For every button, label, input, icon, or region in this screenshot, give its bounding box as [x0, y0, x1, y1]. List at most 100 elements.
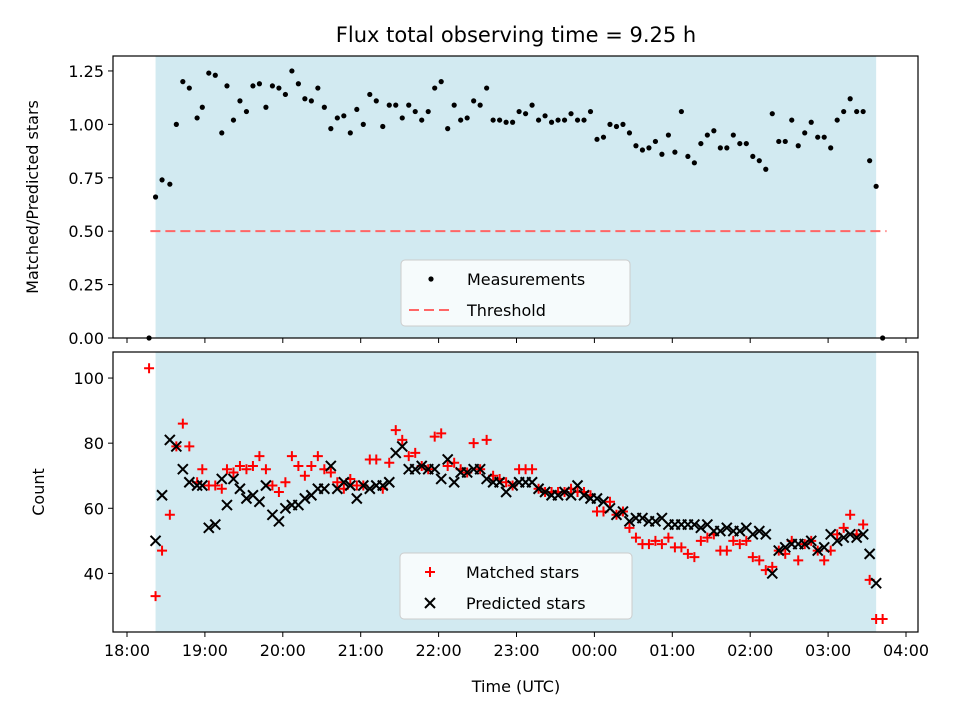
- measurement-point: [167, 181, 173, 187]
- measurement-point: [497, 117, 503, 123]
- measurement-point: [321, 104, 327, 110]
- measurement-point: [180, 79, 186, 85]
- matched-star-point: [689, 552, 700, 563]
- measurement-point: [665, 132, 672, 138]
- y-tick-label: 100: [73, 369, 104, 388]
- measurement-point: [386, 102, 392, 108]
- measurement-point: [594, 136, 600, 142]
- measurement-point: [419, 117, 425, 123]
- matched-star-point: [747, 552, 758, 563]
- matched-star-point: [838, 522, 849, 533]
- measurement-point: [633, 143, 639, 149]
- predicted-star-point: [416, 460, 428, 472]
- measurement-point: [763, 166, 769, 172]
- matched-star-point: [702, 532, 713, 543]
- predicted-star-point: [196, 479, 209, 492]
- y-tick-label: 0.75: [68, 169, 104, 188]
- predicted-star-point: [857, 528, 869, 541]
- predicted-star-point: [325, 460, 337, 472]
- measurement-point: [548, 119, 555, 125]
- matched-star-point: [221, 464, 232, 475]
- predicted-star-point: [610, 509, 623, 521]
- measurement-point: [782, 138, 788, 145]
- predicted-star-point: [617, 505, 629, 518]
- measurement-point: [639, 147, 646, 153]
- matched-star-point: [286, 451, 297, 462]
- predicted-star-point: [812, 544, 824, 557]
- measurement-point: [587, 108, 594, 115]
- matched-star-point: [293, 460, 304, 471]
- matched-star-point: [728, 535, 739, 546]
- x-tick-label: 19:00: [182, 641, 228, 660]
- y-tick-label: 80: [84, 434, 104, 453]
- matched-star-point: [247, 460, 258, 471]
- measurement-point: [659, 151, 665, 157]
- predicted-star-point: [773, 544, 785, 557]
- predicted-star-point: [428, 463, 441, 475]
- series-measurements: [146, 68, 886, 341]
- predicted-star-point: [409, 463, 421, 475]
- predicted-star-point: [552, 489, 564, 501]
- predicted-star-point: [461, 466, 473, 479]
- measurement-point: [691, 160, 697, 166]
- measurement-point: [237, 98, 243, 104]
- matched-star-point: [197, 464, 208, 475]
- x-tick-label: 23:00: [493, 641, 539, 660]
- predicted-star-point: [209, 518, 221, 531]
- legend-predicted-swatch: [424, 597, 436, 609]
- predicted-star-point: [558, 486, 571, 498]
- matched-star-point: [254, 451, 265, 462]
- x-tick-label: 22:00: [416, 641, 462, 660]
- matched-star-point: [819, 555, 830, 566]
- matched-star-point: [656, 539, 667, 550]
- predicted-star-point: [714, 525, 727, 537]
- matched-star-point: [410, 447, 421, 458]
- legend-box: [399, 552, 633, 620]
- measurement-point: [354, 106, 360, 113]
- matched-star-point: [216, 483, 227, 494]
- legend-label: Matched stars: [466, 563, 579, 582]
- matched-star-point: [403, 451, 414, 462]
- measurement-point: [704, 132, 710, 138]
- x-tick-label: 18:00: [104, 641, 150, 660]
- predicted-star-point: [240, 492, 253, 505]
- measurement-point: [471, 98, 477, 104]
- predicted-star-point: [532, 483, 545, 495]
- predicted-star-point: [571, 479, 584, 492]
- measurement-point: [581, 117, 587, 123]
- measurement-point: [199, 104, 205, 110]
- predicted-star-point: [844, 528, 856, 541]
- predicted-star-point: [747, 528, 759, 541]
- measurement-point: [406, 102, 412, 108]
- x-tick-label: 02:00: [727, 641, 773, 660]
- measurement-point: [173, 121, 179, 127]
- predicted-star-point: [279, 502, 292, 514]
- count-panel: 40 60 80 100 18:00 19:00 20:00 21:00 22:00 23:00 0…: [29, 351, 929, 660]
- matched-star-point: [741, 535, 752, 546]
- measurement-point: [367, 91, 373, 98]
- predicted-star-point: [216, 473, 228, 485]
- y-tick-label: 60: [84, 499, 104, 518]
- matched-star-point: [676, 542, 687, 553]
- matched-star-point: [793, 555, 804, 566]
- measurement-point: [613, 123, 620, 130]
- predicted-star-point: [177, 463, 189, 475]
- matched-star-point: [184, 441, 195, 452]
- predicted-star-point: [156, 489, 168, 501]
- y-tick-label: 40: [84, 564, 104, 583]
- matched-star-point: [312, 451, 323, 462]
- predicted-star-point: [357, 479, 370, 492]
- measurement-point: [795, 143, 801, 149]
- measurement-point: [186, 85, 192, 91]
- predicted-star-point: [831, 535, 843, 547]
- measurement-point: [646, 145, 652, 151]
- predicted-star-point: [506, 479, 519, 492]
- measurement-point: [724, 145, 730, 151]
- y-tick-label: 0.50: [68, 222, 104, 241]
- measurement-point: [250, 83, 256, 89]
- measurement-point: [717, 145, 723, 151]
- measurement-point: [522, 111, 529, 117]
- legend: Matched stars Predicted stars: [399, 552, 633, 620]
- matched-star-point: [280, 477, 291, 488]
